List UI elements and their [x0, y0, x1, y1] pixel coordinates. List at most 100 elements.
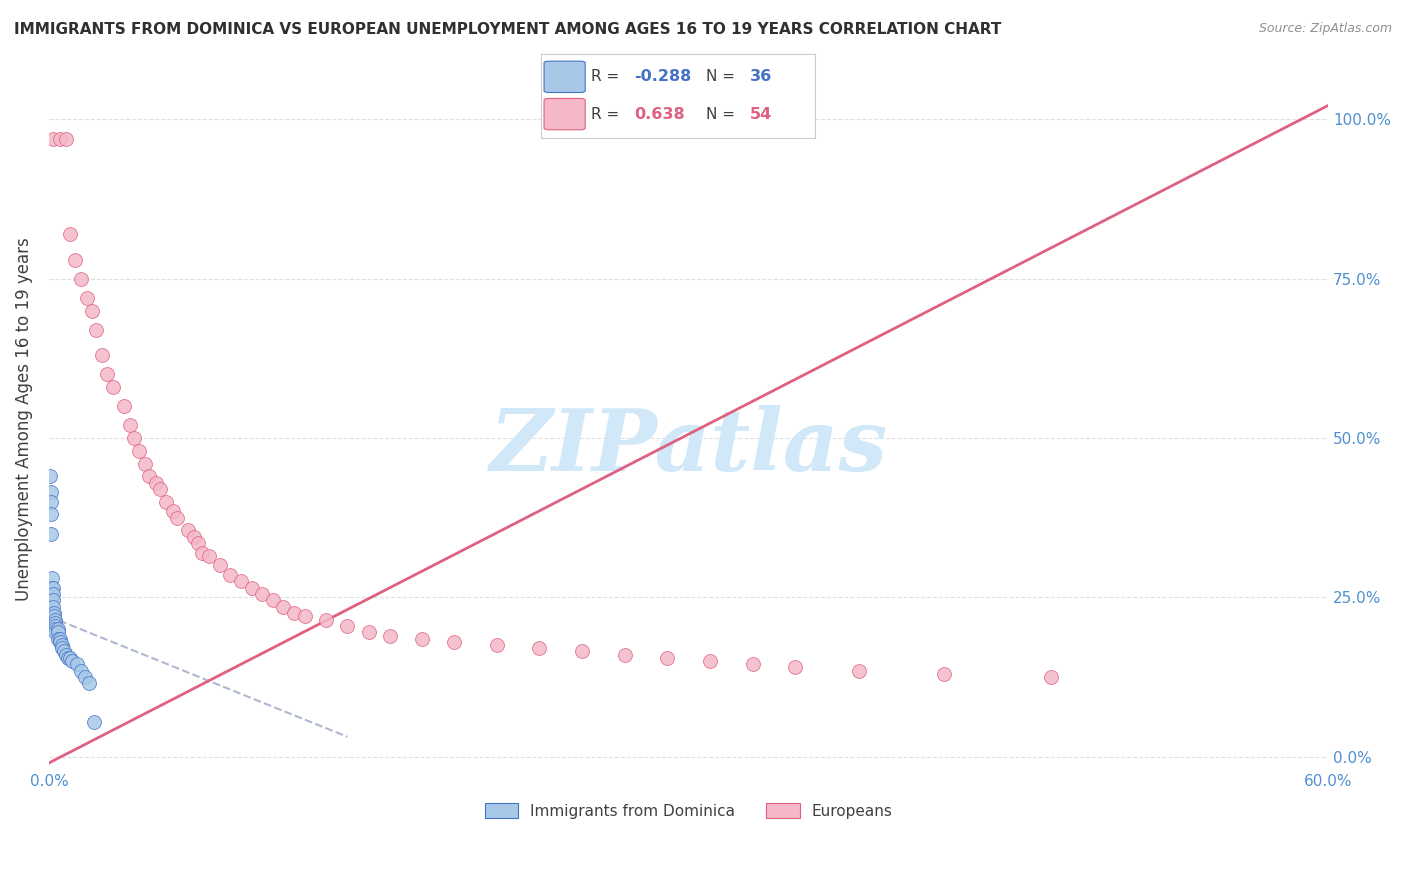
Point — [112, 399, 135, 413]
FancyBboxPatch shape — [544, 62, 585, 93]
Y-axis label: Unemployment Among Ages 16 to 19 years: Unemployment Among Ages 16 to 19 years — [15, 237, 32, 601]
Point — [70, 272, 93, 286]
Point — [46, 632, 69, 646]
Point — [70, 664, 93, 678]
Text: ZIPatlas: ZIPatlas — [489, 405, 887, 489]
Point — [118, 418, 141, 433]
Legend: Immigrants from Dominica, Europeans: Immigrants from Dominica, Europeans — [478, 797, 898, 825]
Point — [55, 131, 77, 145]
Point — [44, 609, 66, 624]
Point — [162, 504, 184, 518]
Point — [128, 443, 150, 458]
Point — [44, 625, 66, 640]
Text: N =: N = — [706, 70, 735, 85]
Point — [240, 581, 263, 595]
Point — [52, 644, 75, 658]
Point — [44, 613, 66, 627]
Text: N =: N = — [706, 107, 735, 121]
Point — [39, 508, 62, 522]
Point — [613, 648, 636, 662]
Point — [39, 494, 62, 508]
Point — [529, 641, 551, 656]
Point — [183, 530, 205, 544]
Point — [699, 654, 721, 668]
Point — [46, 622, 69, 636]
Point — [357, 625, 380, 640]
Point — [42, 581, 65, 595]
Point — [39, 469, 62, 483]
Text: Source: ZipAtlas.com: Source: ZipAtlas.com — [1258, 22, 1392, 36]
Point — [208, 558, 231, 573]
Point — [155, 494, 177, 508]
Point — [51, 641, 73, 656]
Point — [48, 131, 70, 145]
Point — [79, 676, 101, 690]
Point — [42, 131, 65, 145]
Point — [46, 625, 69, 640]
Point — [66, 657, 89, 672]
Point — [84, 323, 107, 337]
Point — [315, 613, 337, 627]
Point — [294, 609, 316, 624]
Point — [485, 638, 508, 652]
Text: R =: R = — [591, 107, 619, 121]
Point — [63, 252, 86, 267]
Point — [122, 431, 145, 445]
Text: 36: 36 — [749, 70, 772, 85]
Point — [149, 482, 172, 496]
Point — [59, 650, 82, 665]
Point — [91, 348, 114, 362]
Point — [657, 650, 679, 665]
Point — [176, 524, 198, 538]
Point — [75, 670, 97, 684]
Point — [443, 635, 465, 649]
Point — [273, 599, 295, 614]
Point — [250, 587, 273, 601]
Text: IMMIGRANTS FROM DOMINICA VS EUROPEAN UNEMPLOYMENT AMONG AGES 16 TO 19 YEARS CORR: IMMIGRANTS FROM DOMINICA VS EUROPEAN UNE… — [14, 22, 1001, 37]
Text: -0.288: -0.288 — [634, 70, 692, 85]
Point — [59, 227, 82, 242]
Point — [42, 606, 65, 620]
Point — [219, 568, 242, 582]
Point — [39, 526, 62, 541]
Point — [198, 549, 221, 563]
Point — [262, 593, 284, 607]
Point — [42, 587, 65, 601]
Point — [283, 606, 305, 620]
Point — [55, 648, 77, 662]
Point — [785, 660, 807, 674]
FancyBboxPatch shape — [544, 98, 585, 130]
Point — [41, 581, 63, 595]
Point — [378, 628, 401, 642]
Point — [166, 510, 188, 524]
Point — [41, 571, 63, 585]
Point — [48, 635, 70, 649]
Point — [571, 644, 593, 658]
Point — [187, 536, 209, 550]
Point — [101, 380, 124, 394]
Point — [134, 457, 156, 471]
Point — [39, 485, 62, 500]
Point — [48, 632, 70, 646]
Point — [51, 638, 73, 652]
Point — [83, 714, 105, 729]
Point — [1040, 670, 1063, 684]
Point — [96, 368, 118, 382]
Point — [191, 546, 214, 560]
Point — [411, 632, 433, 646]
Point — [229, 574, 252, 589]
Text: 0.638: 0.638 — [634, 107, 685, 121]
Point — [145, 475, 167, 490]
Point — [336, 619, 359, 633]
Point — [56, 650, 79, 665]
Point — [42, 593, 65, 607]
Point — [934, 666, 956, 681]
Point — [80, 303, 103, 318]
Point — [44, 619, 66, 633]
Point — [62, 654, 84, 668]
Point — [76, 291, 98, 305]
Point — [42, 599, 65, 614]
Text: R =: R = — [591, 70, 619, 85]
Point — [41, 591, 63, 605]
Point — [741, 657, 763, 672]
